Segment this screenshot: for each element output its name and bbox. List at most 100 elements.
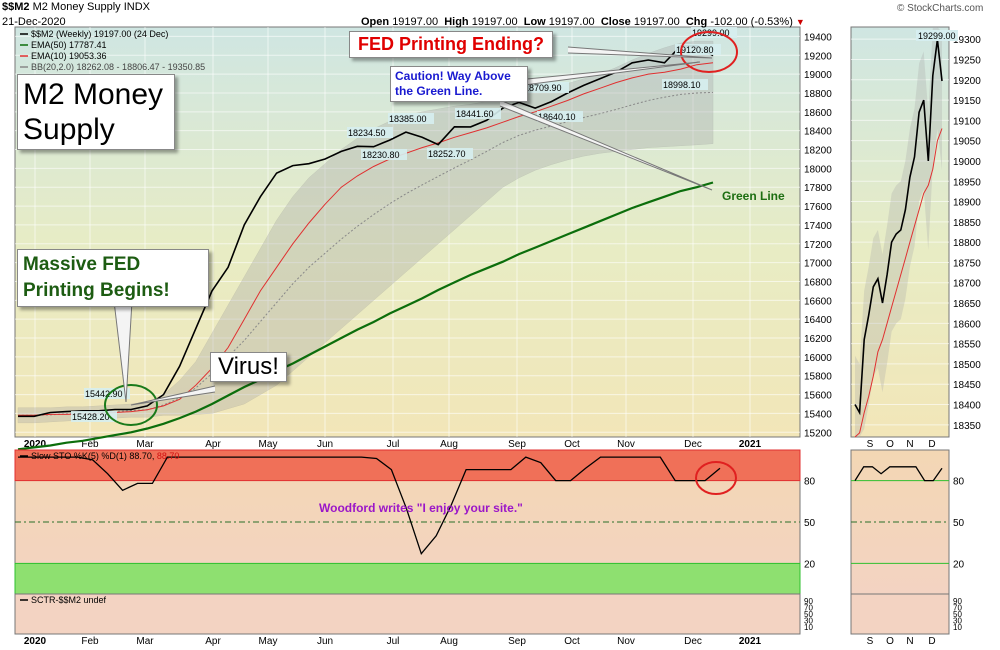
sto-highlight-circle — [695, 461, 737, 495]
inset-sctr-y-tick: 50 — [953, 610, 962, 619]
price-label: 18709.90 — [524, 83, 562, 93]
price-label: 15428.20 — [72, 412, 110, 422]
sto-overbought-zone — [14, 449, 801, 482]
sctr-legend: SCTR-$$M2 undef — [31, 595, 107, 605]
inset-x-tick: S — [867, 439, 874, 450]
inset-y-tick: 18400 — [953, 401, 981, 412]
price-y-tick: 16400 — [804, 315, 832, 326]
inset-y-tick: 18900 — [953, 198, 981, 209]
legend-entry: $$M2 (Weekly) 19197.00 (24 Dec) — [31, 29, 168, 39]
inset-sto-line — [854, 466, 943, 482]
legend-entry: EMA(10) 19053.36 — [31, 51, 107, 61]
price-x-tick: May — [259, 439, 278, 450]
inset-y-tick: 18950 — [953, 177, 981, 188]
sto-y-tick: 50 — [804, 518, 816, 529]
callout-pointer — [516, 61, 701, 87]
chg-value: -102.00 (-0.53%) — [710, 16, 793, 28]
low-value: 19197.00 — [548, 16, 595, 28]
price-y-tick: 15800 — [804, 372, 832, 383]
bottom-x-tick: 2020 — [24, 636, 47, 647]
annotation-caution: Caution! Way Above the Green Line. — [390, 66, 528, 102]
sto-legend: Slow STO %K(5) %D(1) 88.70, 88.70 — [31, 451, 179, 461]
ema50-line — [17, 181, 714, 451]
price-label-bg — [84, 388, 130, 399]
price-x-tick: Feb — [81, 439, 99, 450]
price-x-tick: Aug — [440, 439, 458, 450]
open-label: Open — [361, 16, 390, 28]
price-label-bg — [455, 108, 501, 119]
inset-sctr-y-tick: 10 — [953, 623, 962, 632]
callout-pointer — [130, 385, 216, 406]
open-value: 19197.00 — [392, 16, 439, 28]
inset-bottom-x-tick: S — [867, 636, 874, 647]
close-value: 19197.00 — [633, 16, 680, 28]
price-y-tick: 19000 — [804, 70, 832, 81]
price-x-tick: 2020 — [24, 439, 47, 450]
price-label-bg — [662, 79, 708, 90]
bottom-x-tick: Oct — [564, 636, 580, 647]
symbol-name: M2 Money Supply — [32, 1, 121, 13]
price-x-tick: Oct — [564, 439, 580, 450]
price-y-tick: 17400 — [804, 221, 832, 232]
inset-bottom-x-tick: O — [886, 636, 894, 647]
price-y-tick: 18000 — [804, 164, 832, 175]
callout-pointer — [567, 46, 713, 59]
inset-sctr-y-tick: 30 — [953, 617, 962, 626]
ema10-line — [18, 62, 714, 416]
price-label-bg — [71, 411, 117, 422]
bottom-x-tick: Nov — [617, 636, 635, 647]
annotation-green-line: Green Line — [722, 189, 785, 203]
price-x-tick: Jun — [317, 439, 333, 450]
price-label: 19120.80 — [676, 45, 714, 55]
low-label: Low — [523, 16, 546, 28]
bottom-x-tick: Sep — [508, 636, 526, 647]
annotation-woodford: Woodford writes "I enjoy your site." — [319, 501, 523, 515]
bottom-x-tick: Dec — [684, 636, 702, 647]
bottom-x-tick: Mar — [136, 636, 154, 647]
bottom-x-tick: 2021 — [739, 636, 762, 647]
inset-y-tick: 18800 — [953, 238, 981, 249]
sctr-panel — [14, 593, 801, 635]
inset-y-tick: 18500 — [953, 360, 981, 371]
inset-y-tick: 18850 — [953, 218, 981, 229]
sto-oversold-zone — [14, 562, 801, 595]
price-label: 18998.10 — [663, 80, 701, 90]
price-y-tick: 17600 — [804, 202, 832, 213]
price-y-tick: 18200 — [804, 146, 832, 157]
sto-d-value: 88.70 — [157, 451, 180, 461]
sto-k-value: 88.70, — [129, 451, 157, 461]
price-y-tick: 18600 — [804, 108, 832, 119]
exchange: INDX — [123, 1, 150, 13]
bottom-x-tick: Feb — [81, 636, 99, 647]
price-x-tick: Jul — [387, 439, 400, 450]
price-y-tick: 19400 — [804, 32, 832, 43]
annotation-massive-printing: Massive FED Printing Begins! — [17, 249, 209, 307]
price-label: 18234.50 — [348, 128, 386, 138]
bottom-x-tick: May — [259, 636, 278, 647]
price-label: 18385.00 — [389, 114, 427, 124]
inset-y-tick: 19200 — [953, 76, 981, 87]
inset-sto-y-tick: 80 — [953, 477, 965, 488]
price-line — [18, 45, 714, 418]
price-y-tick: 16800 — [804, 277, 832, 288]
inset-x-tick: O — [886, 439, 894, 450]
price-y-tick: 17000 — [804, 259, 832, 270]
sctr-y-tick: 10 — [804, 623, 813, 632]
annotation-m2-title: M2 Money Supply — [17, 74, 175, 150]
inset-y-tick: 19150 — [953, 96, 981, 107]
inset-y-tick: 18450 — [953, 380, 981, 391]
highlight-circle-green — [104, 384, 158, 426]
price-label: 15442.90 — [85, 389, 123, 399]
inset-price-panel — [850, 26, 950, 438]
price-y-tick: 16600 — [804, 296, 832, 307]
price-y-tick: 17800 — [804, 183, 832, 194]
inset-y-tick: 18750 — [953, 258, 981, 269]
inset-y-tick: 18600 — [953, 319, 981, 330]
inset-x-tick: D — [928, 439, 935, 450]
inset-y-tick: 19100 — [953, 116, 981, 127]
price-x-tick: Mar — [136, 439, 154, 450]
price-x-tick: Dec — [684, 439, 702, 450]
inset-y-tick: 18550 — [953, 340, 981, 351]
price-y-tick: 15200 — [804, 428, 832, 439]
inset-sto-y-tick: 20 — [953, 559, 965, 570]
